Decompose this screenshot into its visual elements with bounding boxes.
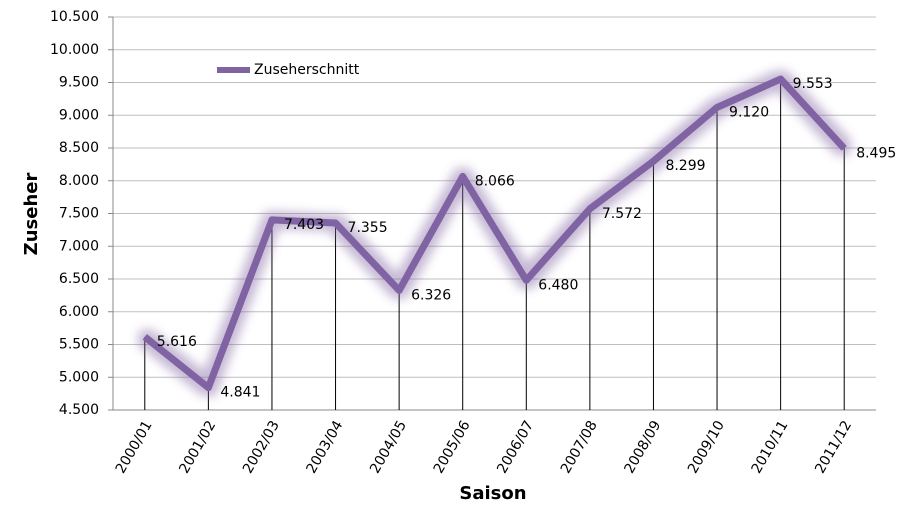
legend-label: Zuseherschnitt [254,62,360,78]
data-label: 6.326 [411,287,451,303]
y-tick-label: 9.000 [59,107,99,123]
x-tick-label: 2006/07 [494,418,537,476]
y-tick-label: 5.500 [59,337,99,353]
x-tick-label: 2011/12 [812,418,855,476]
y-tick-label: 10.000 [50,42,99,58]
y-tick-label: 10.500 [50,9,99,25]
data-label: 6.480 [538,277,578,293]
x-tick-label: 2008/09 [621,418,664,476]
y-tick-label: 6.500 [59,271,99,287]
x-tick-label: 2010/11 [749,418,792,476]
x-tick-label: 2000/01 [113,418,156,476]
data-label: 7.355 [348,220,388,236]
x-tick-label: 2002/03 [240,418,283,476]
data-label: 8.066 [475,173,515,189]
y-tick-label: 7.500 [59,206,99,222]
y-tick-label: 9.500 [59,75,99,91]
x-axis-title: Saison [459,483,526,504]
data-label: 5.616 [157,334,197,350]
data-label: 8.495 [856,145,896,161]
series-line [142,75,847,392]
y-tick-label: 8.500 [59,140,99,156]
data-label: 7.403 [284,217,324,233]
data-label: 9.553 [793,76,833,92]
x-tick-label: 2001/02 [176,418,219,476]
x-tick-label: 2003/04 [304,418,347,476]
y-tick-label: 4.500 [59,402,99,418]
data-label: 9.120 [729,104,769,120]
y-tick-label: 8.000 [59,173,99,189]
data-label: 8.299 [665,158,705,174]
data-label: 4.841 [220,385,260,401]
x-tick-label: 2009/10 [685,418,728,476]
y-tick-label: 6.000 [59,304,99,320]
x-tick-label: 2004/05 [367,418,410,476]
y-axis-title: Zuseher [21,173,42,256]
y-tick-label: 7.000 [59,238,99,254]
x-tick-label: 2005/06 [431,418,474,476]
x-tick-label: 2007/08 [558,418,601,476]
data-label: 7.572 [602,206,642,222]
y-tick-label: 5.000 [59,369,99,385]
